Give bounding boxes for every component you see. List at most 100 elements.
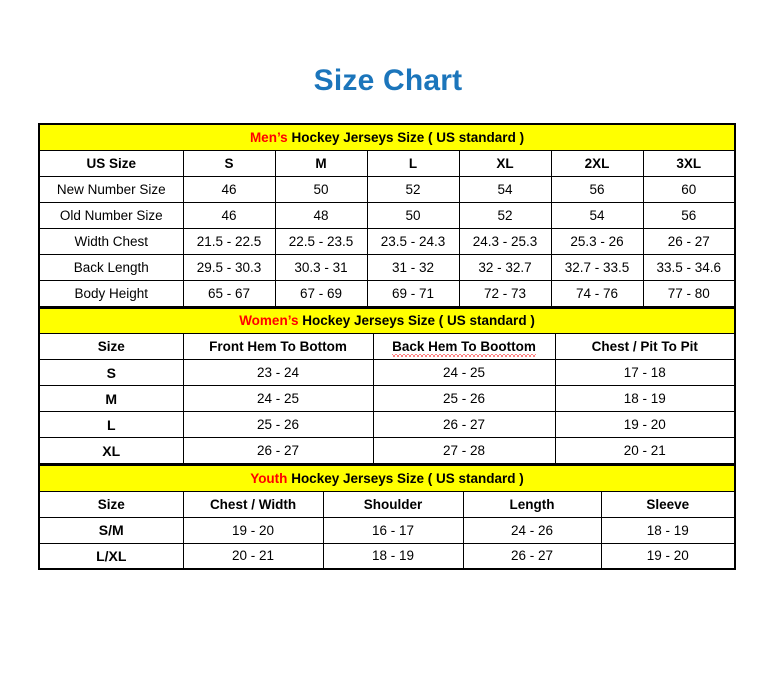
mens-cell-2-5: 26 - 27 [642,227,736,255]
mens-cell-3-1: 30.3 - 31 [274,253,368,281]
womens-col-head-2-text: Back Hem To Boottom [392,339,536,357]
mens-col-head-1: S [182,149,276,177]
mens-banner-rest: Hockey Jerseys Size ( US standard ) [287,129,525,145]
mens-col-head-0: US Size [38,149,184,177]
mens-cell-0-3: 54 [458,175,552,203]
mens-cell-2-3: 24.3 - 25.3 [458,227,552,255]
mens-cell-3-2: 31 - 32 [366,253,460,281]
mens-banner-accent: Men’s [249,129,288,145]
womens-cell-1-2: 18 - 19 [554,385,736,412]
mens-cell-1-3: 52 [458,201,552,229]
table-row: XL 26 - 27 27 - 28 20 - 21 [38,437,736,464]
womens-banner-row: Women’s Hockey Jerseys Size ( US standar… [38,307,736,334]
mens-row-label-3: Back Length [38,253,184,281]
mens-cell-4-3: 72 - 73 [458,279,552,307]
youth-cell-1-2: 26 - 27 [462,542,602,570]
mens-cell-3-5: 33.5 - 34.6 [642,253,736,281]
womens-row-label-0: S [38,359,184,386]
womens-row-label-3: XL [38,437,184,464]
youth-col-head-3: Length [462,490,602,518]
mens-row-label-4: Body Height [38,279,184,307]
womens-banner-rest: Hockey Jerseys Size ( US standard ) [298,313,535,329]
mens-col-head-2: M [274,149,368,177]
mens-header-row: US Size S M L XL 2XL 3XL [38,149,736,177]
mens-cell-0-0: 46 [182,175,276,203]
mens-cell-0-2: 52 [366,175,460,203]
womens-cell-2-0: 25 - 26 [182,411,374,438]
mens-cell-3-4: 32.7 - 33.5 [550,253,644,281]
youth-cell-0-3: 18 - 19 [600,516,736,544]
mens-cell-4-2: 69 - 71 [366,279,460,307]
womens-cell-1-0: 24 - 25 [182,385,374,412]
table-row: S/M 19 - 20 16 - 17 24 - 26 18 - 19 [38,516,736,544]
youth-row-label-0: S/M [38,516,184,544]
womens-col-head-2: Back Hem To Boottom [372,333,556,360]
mens-size-table: Men’s Hockey Jerseys Size ( US standard … [38,123,737,307]
womens-cell-3-0: 26 - 27 [182,437,374,464]
mens-col-head-5: 2XL [550,149,644,177]
youth-cell-1-1: 18 - 19 [322,542,464,570]
table-row: L 25 - 26 26 - 27 19 - 20 [38,411,736,438]
mens-cell-1-4: 54 [550,201,644,229]
womens-cell-3-1: 27 - 28 [372,437,556,464]
womens-cell-0-2: 17 - 18 [554,359,736,386]
youth-cell-0-2: 24 - 26 [462,516,602,544]
womens-cell-3-2: 20 - 21 [554,437,736,464]
table-row: Back Length 29.5 - 30.3 30.3 - 31 31 - 3… [38,253,736,281]
mens-cell-4-1: 67 - 69 [274,279,368,307]
youth-banner-rest: Hockey Jerseys Size ( US standard ) [287,470,524,486]
womens-row-label-1: M [38,385,184,412]
mens-cell-3-0: 29.5 - 30.3 [182,253,276,281]
mens-row-label-0: New Number Size [38,175,184,203]
mens-cell-0-4: 56 [550,175,644,203]
womens-col-head-1: Front Hem To Bottom [182,333,374,360]
youth-banner-accent: Youth [250,470,288,486]
womens-banner-accent: Women’s [239,313,299,329]
table-row: New Number Size 46 50 52 54 56 60 [38,175,736,203]
mens-cell-2-2: 23.5 - 24.3 [366,227,460,255]
mens-col-head-6: 3XL [642,149,736,177]
mens-cell-0-5: 60 [642,175,736,203]
mens-cell-1-1: 48 [274,201,368,229]
youth-size-table: Youth Hockey Jerseys Size ( US standard … [38,464,736,570]
mens-banner-row: Men’s Hockey Jerseys Size ( US standard … [38,123,736,151]
womens-col-head-0: Size [38,333,184,360]
mens-cell-0-1: 50 [274,175,368,203]
youth-cell-0-0: 19 - 20 [182,516,324,544]
table-row: Width Chest 21.5 - 22.5 22.5 - 23.5 23.5… [38,227,736,255]
size-chart-tables: Men’s Hockey Jerseys Size ( US standard … [38,123,737,570]
youth-banner-row: Youth Hockey Jerseys Size ( US standard … [38,464,736,492]
youth-col-head-1: Chest / Width [182,490,324,518]
youth-col-head-0: Size [38,490,184,518]
mens-cell-2-1: 22.5 - 23.5 [274,227,368,255]
womens-section-banner: Women’s Hockey Jerseys Size ( US standar… [38,307,736,334]
table-row: Old Number Size 46 48 50 52 54 56 [38,201,736,229]
page-title: Size Chart [313,64,463,97]
youth-cell-0-1: 16 - 17 [322,516,464,544]
mens-col-head-4: XL [458,149,552,177]
mens-cell-1-5: 56 [642,201,736,229]
mens-row-label-2: Width Chest [38,227,184,255]
mens-cell-1-0: 46 [182,201,276,229]
table-row: M 24 - 25 25 - 26 18 - 19 [38,385,736,412]
youth-cell-1-0: 20 - 21 [182,542,324,570]
mens-section-banner: Men’s Hockey Jerseys Size ( US standard … [38,123,736,151]
mens-cell-2-4: 25.3 - 26 [550,227,644,255]
youth-section-banner: Youth Hockey Jerseys Size ( US standard … [38,464,736,492]
youth-col-head-2: Shoulder [322,490,464,518]
mens-cell-4-5: 77 - 80 [642,279,736,307]
mens-cell-1-2: 50 [366,201,460,229]
womens-col-head-3: Chest / Pit To Pit [554,333,736,360]
womens-cell-0-0: 23 - 24 [182,359,374,386]
mens-cell-4-4: 74 - 76 [550,279,644,307]
womens-header-row: Size Front Hem To Bottom Back Hem To Boo… [38,333,736,360]
table-row: L/XL 20 - 21 18 - 19 26 - 27 19 - 20 [38,542,736,570]
womens-cell-2-1: 26 - 27 [372,411,556,438]
youth-row-label-1: L/XL [38,542,184,570]
womens-size-table: Women’s Hockey Jerseys Size ( US standar… [38,306,736,464]
mens-cell-2-0: 21.5 - 22.5 [182,227,276,255]
mens-cell-3-3: 32 - 32.7 [458,253,552,281]
mens-cell-4-0: 65 - 67 [182,279,276,307]
youth-cell-1-3: 19 - 20 [600,542,736,570]
